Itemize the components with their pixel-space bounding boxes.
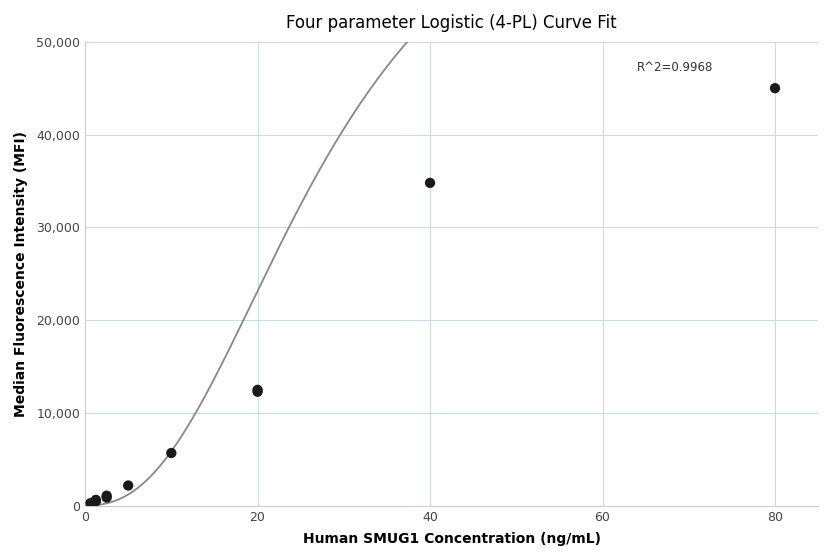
- Point: [100, 491, 113, 500]
- Point: [121, 481, 135, 490]
- Point: [251, 385, 265, 394]
- Point: [84, 498, 97, 507]
- Title: Four parameter Logistic (4-PL) Curve Fit: Four parameter Logistic (4-PL) Curve Fit: [286, 14, 617, 32]
- Text: R^2=0.9968: R^2=0.9968: [637, 61, 713, 74]
- Point: [89, 496, 102, 505]
- Point: [100, 493, 113, 502]
- Point: [768, 83, 781, 92]
- Point: [423, 179, 437, 188]
- Y-axis label: Median Fluorescence Intensity (MFI): Median Fluorescence Intensity (MFI): [14, 131, 28, 417]
- Point: [251, 388, 265, 396]
- Point: [165, 449, 178, 458]
- X-axis label: Human SMUG1 Concentration (ng/mL): Human SMUG1 Concentration (ng/mL): [303, 532, 601, 546]
- Point: [89, 497, 102, 506]
